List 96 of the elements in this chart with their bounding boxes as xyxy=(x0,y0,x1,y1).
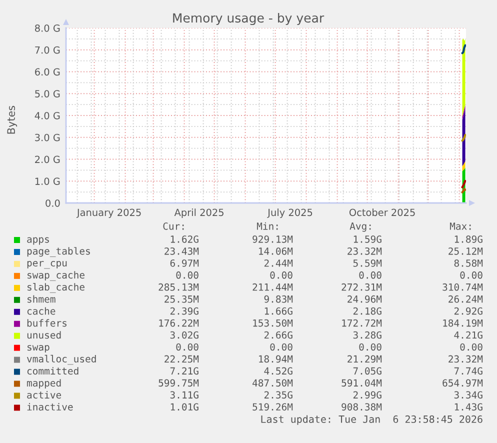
text: 0.00 xyxy=(270,271,292,279)
legend-label: committed xyxy=(27,367,78,375)
text: 211.44M xyxy=(252,283,293,291)
text: 6.97M xyxy=(170,259,199,267)
text: 25.35M xyxy=(164,295,199,303)
text: 0.00 xyxy=(460,271,482,279)
text: 2.44M xyxy=(264,259,293,267)
y-tick-label: 8.0 G xyxy=(35,24,60,32)
text: 487.50M xyxy=(252,379,293,387)
x-tick-label: October 2025 xyxy=(349,208,415,216)
legend-label: vmalloc_used xyxy=(26,354,96,365)
text: 2.99G xyxy=(353,391,382,399)
text: 2.35G xyxy=(264,391,292,399)
y-tick-label: 5.0 G xyxy=(35,90,60,98)
text: 0.00 xyxy=(460,343,482,351)
text: 7.05G xyxy=(353,367,382,375)
text: 272.31M xyxy=(342,283,382,291)
y-tick-label: 4.0 G xyxy=(34,112,60,120)
legend-label: buffers xyxy=(27,319,67,327)
legend-label: swap_cache xyxy=(28,271,84,281)
x-tick-label: April 2025 xyxy=(174,208,224,218)
text: 1.43G xyxy=(454,403,482,411)
y-tick-label: 6.0 G xyxy=(35,68,60,76)
text: 0.00 xyxy=(176,343,198,351)
legend-label: unused xyxy=(27,331,61,339)
legend-label: apps xyxy=(27,237,49,245)
text: 18.94M xyxy=(259,355,293,363)
text: 4.52G xyxy=(264,367,292,375)
legend-label: cache xyxy=(27,307,56,315)
y-tick-label: 0.0 xyxy=(46,199,60,207)
text: 5.59M xyxy=(353,259,382,267)
text: 22.25M xyxy=(164,355,199,363)
text: 2.39G xyxy=(170,307,198,315)
text: 654.97M xyxy=(442,379,483,387)
text: 599.75M xyxy=(158,379,199,387)
y-tick-label: 3.0 G xyxy=(35,134,60,142)
text: 153.50M xyxy=(253,319,293,327)
text: 9.83M xyxy=(264,295,293,303)
text: 23.32M xyxy=(448,355,483,363)
text: 310.74M xyxy=(442,283,483,291)
legend-label: shmem xyxy=(28,295,56,303)
text: 1.01G xyxy=(170,403,198,411)
text: 2.92G xyxy=(454,307,482,315)
text: 2.18G xyxy=(353,307,382,315)
text: 0.00 xyxy=(359,343,382,351)
text: 7.21G xyxy=(170,367,198,375)
text: 26.24M xyxy=(448,295,483,303)
text: 285.13M xyxy=(158,283,199,291)
text: 4.21G xyxy=(454,331,482,339)
text: Last update: Tue Jan 6 23:58:45 2026 xyxy=(261,415,482,425)
text: 25.12M xyxy=(448,247,483,255)
text: 3.28G xyxy=(353,331,382,339)
legend-label: per_cpu xyxy=(27,260,67,269)
text: 176.22M xyxy=(159,319,199,327)
legend-label: inactive xyxy=(27,403,73,411)
text: 3.34G xyxy=(454,391,482,399)
text: 0.00 xyxy=(270,343,292,351)
x-tick-label: July 2025 xyxy=(267,208,312,218)
text: 3.11G xyxy=(170,391,198,399)
y-tick-label: 7.0 G xyxy=(35,46,60,54)
text: 1.66G xyxy=(264,307,292,315)
text: 7.74G xyxy=(454,367,482,375)
text: 23.32M xyxy=(348,247,382,255)
text: 184.19M xyxy=(443,319,483,327)
y-tick-label: 1.0 G xyxy=(35,178,60,185)
text: 2.66G xyxy=(264,331,292,339)
x-tick-label: January 2025 xyxy=(76,208,141,218)
text: Cur: xyxy=(163,222,184,230)
legend-label: page_tables xyxy=(27,247,90,257)
text: Max: xyxy=(450,222,471,230)
legend-label: swap xyxy=(28,345,50,353)
text: 908.38M xyxy=(342,403,382,411)
text: 519.26M xyxy=(252,403,293,411)
legend-label: slab_cache xyxy=(28,283,84,293)
text: 172.72M xyxy=(342,319,382,327)
y-tick-label: 2.0 G xyxy=(35,156,60,164)
text: 23.43M xyxy=(164,247,199,255)
text: 21.29M xyxy=(348,355,382,363)
text: 1.62G xyxy=(170,235,198,243)
text: 14.06M xyxy=(259,247,293,255)
text: Min: xyxy=(256,222,278,230)
text: 3.02G xyxy=(170,331,198,339)
y-axis-title: Bytes xyxy=(7,106,18,134)
chart-title: Memory usage - by year xyxy=(173,12,324,26)
text: 24.96M xyxy=(348,295,382,303)
text: 0.00 xyxy=(176,271,198,279)
text: Avg: xyxy=(350,222,371,232)
text: 1.89G xyxy=(454,235,482,243)
legend-label: active xyxy=(27,391,62,399)
text: 929.13M xyxy=(252,235,293,243)
text: 0.00 xyxy=(359,271,382,279)
legend-label: mapped xyxy=(27,379,61,388)
line-series xyxy=(461,44,466,54)
text: 8.58M xyxy=(454,259,483,267)
text: 1.59G xyxy=(354,235,382,243)
text: 591.04M xyxy=(342,379,382,387)
